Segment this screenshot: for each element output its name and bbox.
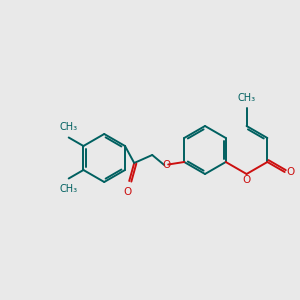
Text: O: O	[242, 175, 251, 185]
Text: O: O	[123, 187, 131, 197]
Text: O: O	[162, 160, 170, 170]
Text: CH₃: CH₃	[238, 93, 256, 103]
Text: CH₃: CH₃	[60, 122, 78, 133]
Text: O: O	[287, 167, 295, 177]
Text: CH₃: CH₃	[60, 184, 78, 194]
